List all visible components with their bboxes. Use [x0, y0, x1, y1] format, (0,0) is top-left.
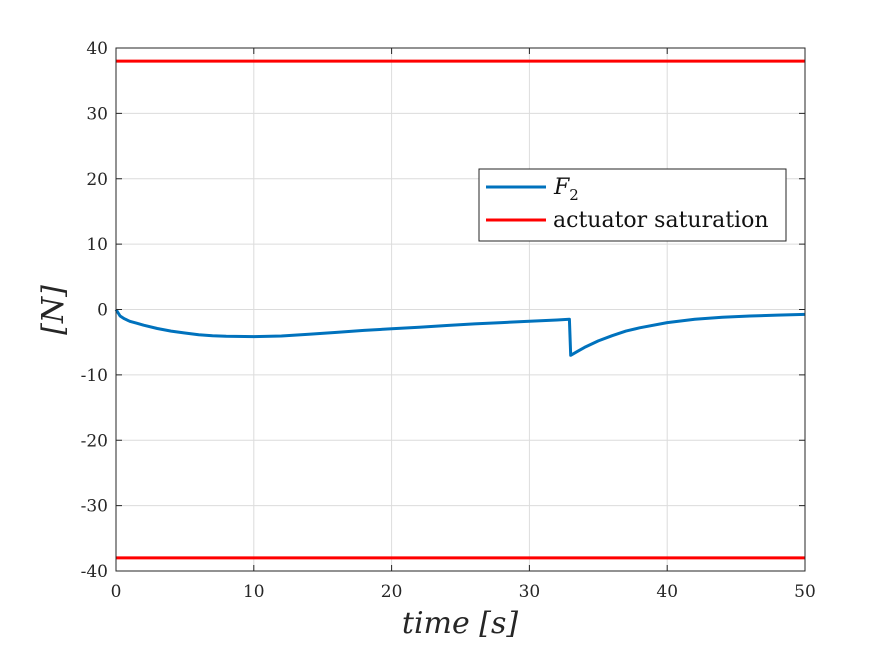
x-tick-label: 20: [381, 582, 403, 602]
y-tick-label: -40: [81, 562, 108, 582]
legend-label-actuator-saturation: actuator saturation: [553, 208, 769, 233]
legend-label-f2: F2: [553, 175, 579, 204]
x-tick-labels: 0 10 20 30 40 50: [111, 582, 816, 602]
tick-marks: [115, 47, 806, 572]
y-tick-label: 30: [86, 104, 108, 124]
x-tick-label: 50: [794, 582, 816, 602]
y-tick-label: -10: [81, 366, 108, 386]
series-line-f2: [114, 308, 806, 357]
y-axis-label: [N]: [36, 285, 71, 335]
y-tick-label: 40: [86, 39, 108, 59]
y-tick-label: 0: [97, 301, 108, 321]
y-tick-label: -20: [81, 431, 108, 451]
y-tick-labels: 40 30 20 10 0 -10 -20 -30 -40: [81, 39, 108, 582]
y-tick-label: 10: [86, 235, 108, 255]
grid-lines: [116, 48, 805, 571]
x-axis-label: time [s]: [402, 606, 518, 641]
x-tick-label: 10: [243, 582, 265, 602]
x-tick-label: 0: [111, 582, 122, 602]
y-tick-label: 20: [86, 170, 108, 190]
x-tick-label: 30: [519, 582, 541, 602]
legend: F2 actuator saturation: [478, 168, 787, 242]
y-tick-label: -30: [81, 497, 108, 517]
series-group: [114, 59, 806, 560]
legend-box: [478, 168, 787, 242]
x-tick-label: 40: [656, 582, 678, 602]
